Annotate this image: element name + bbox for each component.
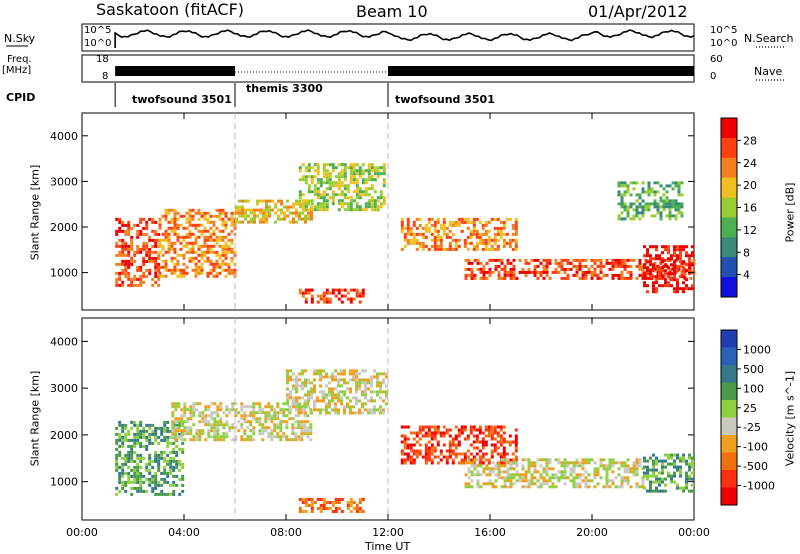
power-echo-region (158, 208, 237, 278)
power-echo-region (298, 288, 365, 304)
x-tick-label: 12:00 (372, 526, 404, 539)
y-tick-label: 1000 (50, 476, 78, 489)
xaxis-label: Time UT (365, 540, 411, 553)
colorbar-segment (721, 365, 737, 383)
colorbar-segment (721, 417, 737, 436)
power-echo-region (298, 163, 386, 212)
cpid-label: CPID (6, 91, 36, 104)
colorbar-segment (721, 400, 737, 418)
colorbar-tick-label: -500 (743, 460, 768, 473)
power-echo-region (617, 181, 684, 221)
power-echo-region (464, 258, 696, 280)
colorbar-segment (721, 237, 737, 258)
colorbar-tick-label: 12 (743, 224, 757, 237)
colorbar-tick-label: 100 (743, 382, 764, 395)
colorbar-segment (721, 452, 737, 471)
colorbar-segment (721, 257, 737, 278)
nave-tick-top: 60 (710, 54, 723, 65)
colorbar-segment (721, 217, 737, 238)
nsearch-tick-top: 10^5 (710, 25, 738, 36)
colorbar-segment (721, 487, 737, 506)
velocity-echo-region (115, 420, 185, 496)
nsky-panel-frame (81, 23, 695, 52)
y-tick-label: 4000 (50, 130, 78, 143)
nave-tick-bottom: 0 (710, 71, 717, 82)
nsearch-tick-bottom: 10^0 (710, 38, 738, 49)
power-echo-region (643, 245, 694, 294)
freq-tick-bottom: 8 (102, 71, 109, 82)
cpid-label-2: themis 3300 (246, 82, 323, 95)
freq-band (388, 66, 694, 76)
colorbar-tick-label: 16 (743, 202, 757, 215)
colorbar-tick-label: 1000 (743, 343, 771, 356)
colorbar-tick-label: -1000 (743, 480, 775, 493)
colorbar-segment (721, 197, 737, 218)
station-title: Saskatoon (fitACF) (96, 0, 245, 19)
freq-label-1: Freq. (7, 54, 32, 65)
freq-band (115, 66, 235, 76)
colorbar-segment (721, 382, 737, 401)
x-tick-label: 04:00 (168, 526, 200, 539)
power-echo-region (400, 217, 518, 251)
velocity-echo-region (171, 402, 313, 442)
x-tick-label: 00:00 (678, 526, 710, 539)
velocity-echo-region (464, 458, 645, 489)
colorbar-tick-label: -25 (743, 421, 761, 434)
colorbar-tick-label: 20 (743, 179, 757, 192)
colorbar-tick-label: 28 (743, 134, 757, 147)
colorbar-tick-label: 8 (743, 246, 750, 259)
nsky-tick-bottom: 10^0 (84, 38, 112, 49)
x-tick-label: 16:00 (474, 526, 506, 539)
x-tick-label: 20:00 (576, 526, 608, 539)
colorbar-segment (721, 330, 737, 348)
colorbar-tick-label: -100 (743, 441, 768, 454)
velocity-echo-region (286, 369, 388, 415)
x-tick-label: 00:00 (66, 526, 98, 539)
beam-title: Beam 10 (356, 2, 428, 21)
freq-label-2: [MHz] (2, 65, 32, 76)
colorbar-tick-label: 25 (743, 402, 757, 415)
colorbar-tick-label: 4 (743, 269, 750, 282)
colorbar-segment (721, 277, 737, 298)
date-title: 01/Apr/2012 (588, 2, 688, 21)
colorbar-segment (721, 177, 737, 199)
nsky-tick-top: 10^5 (84, 25, 112, 36)
nave-label: Nave (754, 65, 783, 78)
colorbar-segment (721, 118, 737, 139)
x-tick-label: 08:00 (270, 526, 302, 539)
colorbar-frame (720, 329, 738, 506)
colorbar-segment (721, 157, 737, 179)
velocity-echo-region (643, 453, 694, 493)
nsearch-label: N.Search (744, 32, 794, 45)
y-tick-label: 3000 (50, 382, 78, 395)
power-echo-region (115, 217, 161, 287)
velocity-echo-region (400, 425, 518, 465)
y-tick-label: 4000 (50, 335, 78, 348)
power-echo-region (235, 199, 313, 224)
y-tick-label: 2000 (50, 429, 78, 442)
colorbar-segment (721, 470, 737, 488)
colorbar-segment (721, 347, 737, 366)
y-tick-label: 1000 (50, 267, 78, 280)
nsky-label: N.Sky (4, 32, 36, 45)
colorbar-segment (721, 137, 737, 159)
colorbar-tick-label: 24 (743, 157, 757, 170)
freq-tick-top: 18 (96, 54, 109, 65)
colorbar-tick-label: 500 (743, 363, 764, 376)
cpid-label-3: twofsound 3501 (395, 93, 495, 106)
nsky-trace (114, 29, 695, 48)
velocity-echo-region (298, 498, 365, 513)
y-tick-label: 2000 (50, 221, 78, 234)
y-tick-label: 3000 (50, 175, 78, 188)
cpid-label-1: twofsound 3501 (132, 93, 232, 106)
colorbar-segment (721, 435, 737, 453)
